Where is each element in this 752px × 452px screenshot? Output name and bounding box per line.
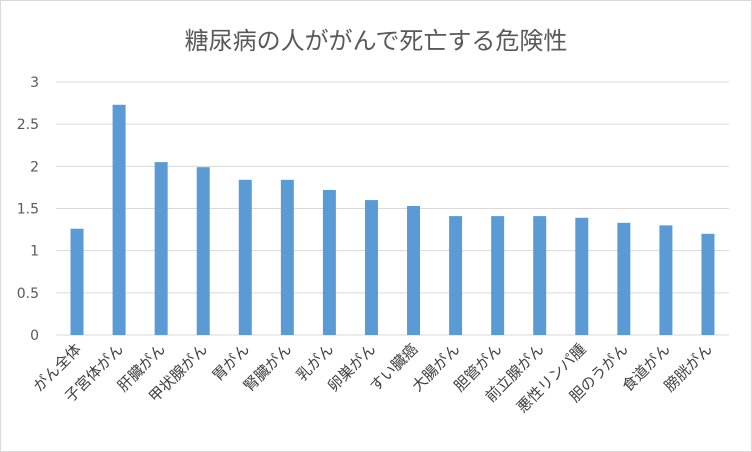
bar bbox=[70, 228, 84, 335]
gridlines bbox=[56, 81, 729, 336]
x-axis-categories: がん全体子宮体がん肝臓がん甲状腺がん胃がん腎臓がん乳がん卵巣がんすい臓癌大腸がん… bbox=[30, 340, 716, 416]
y-tick-label: 1 bbox=[30, 244, 39, 260]
y-axis-ticks: 0 0.5 1 1.5 2 2.5 3 bbox=[17, 75, 39, 344]
y-tick-label: 3 bbox=[30, 75, 39, 91]
chart-title: 糖尿病の人ががんで死亡する危険性 bbox=[185, 27, 568, 55]
y-tick-label: 1.5 bbox=[17, 202, 39, 218]
bar bbox=[407, 205, 421, 335]
bar bbox=[659, 225, 673, 335]
bar bbox=[196, 167, 210, 335]
bar bbox=[322, 189, 336, 335]
bar bbox=[449, 216, 463, 335]
bar bbox=[491, 216, 505, 335]
y-tick-label: 2 bbox=[30, 159, 39, 175]
bar bbox=[154, 162, 168, 335]
y-tick-label: 0.5 bbox=[17, 286, 39, 302]
bar bbox=[617, 222, 631, 335]
y-tick-label: 0 bbox=[30, 328, 39, 344]
bar bbox=[112, 104, 126, 336]
bar bbox=[701, 233, 715, 335]
bar bbox=[280, 179, 294, 335]
bar bbox=[238, 179, 252, 335]
y-tick-label: 2.5 bbox=[17, 117, 39, 133]
bars bbox=[70, 104, 715, 336]
bar bbox=[533, 216, 547, 335]
bar bbox=[575, 217, 589, 335]
bar bbox=[364, 200, 378, 335]
